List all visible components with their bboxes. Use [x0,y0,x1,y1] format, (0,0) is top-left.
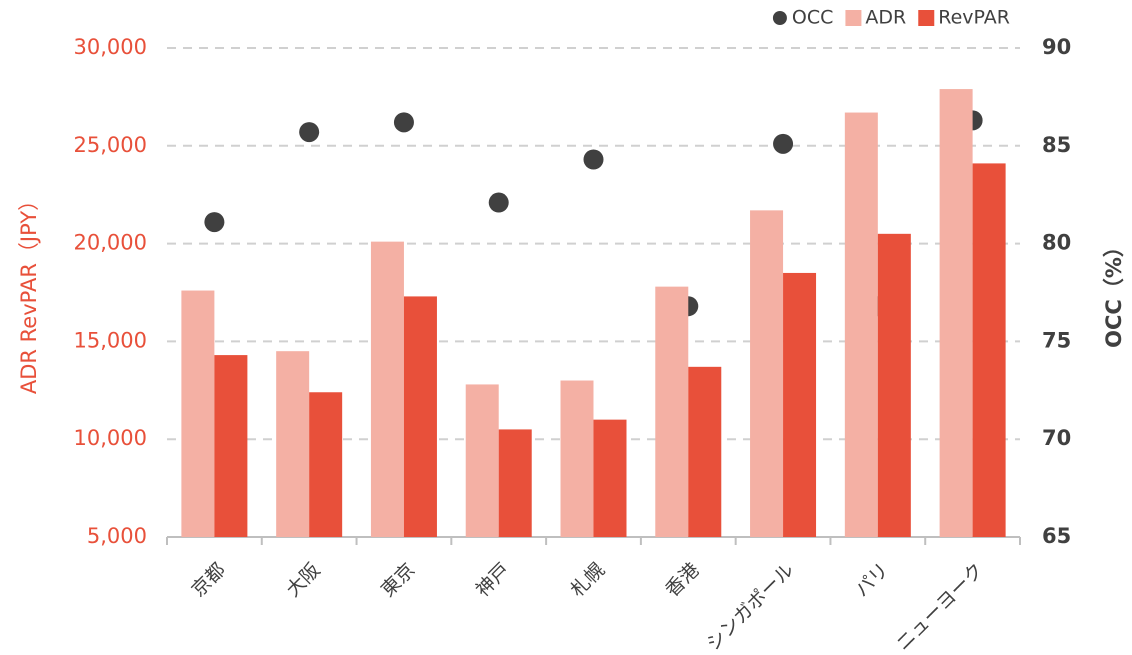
bar [465,384,499,537]
x-tick-label: 京都 [187,559,229,601]
bar [560,380,594,537]
y2-tick-label: 75 [1042,328,1071,352]
legend-marker [772,11,787,25]
x-tick-label: ニューヨーク [892,559,988,655]
y-tick-label: 5,000 [87,524,147,548]
occ-point [773,133,794,154]
y-tick-label: 30,000 [74,35,147,59]
y-tick-label: 20,000 [74,231,147,255]
y2-axis-label: OCC（%） [1102,236,1126,348]
x-tick-label: 大阪 [282,559,324,601]
y-tick-label: 15,000 [74,328,147,352]
y-axis-label: ADR RevPAR（JPY） [17,190,41,394]
bar [783,272,817,537]
bar [593,419,627,537]
y2-tick-label: 65 [1042,524,1071,548]
y2-tick-label: 70 [1042,426,1071,450]
y-tick-label: 25,000 [74,133,147,157]
x-tick-label: 東京 [377,559,419,601]
bar [972,163,1006,538]
x-tick-label: パリ [851,559,893,601]
bar [276,351,310,537]
bar [181,290,215,537]
bar [498,429,532,537]
bar [877,233,911,537]
x-tick-label: 札幌 [566,559,608,601]
legend-marker [918,10,935,26]
y2-tick-label: 80 [1042,231,1071,255]
bar [655,286,689,537]
legend-label: OCC [792,7,834,29]
x-tick-label: 神戸 [472,559,514,601]
y2-tick-label: 90 [1042,35,1071,59]
bar [688,366,722,537]
legend-label: RevPAR [938,7,1010,29]
legend-marker [845,10,862,26]
bar [750,210,784,537]
occ-point [204,212,225,233]
occ-point [393,112,414,133]
x-tick-label: 香港 [661,559,703,601]
occ-point [299,122,320,143]
bar [403,296,437,537]
x-tick-label: シンガポール [702,559,798,655]
y2-tick-label: 85 [1042,133,1071,157]
bar [214,355,248,537]
bar [370,241,404,538]
bar [309,392,343,537]
bar [844,112,878,537]
occ-point [583,149,604,170]
y-tick-label: 10,000 [74,426,147,450]
occ-point [488,192,509,213]
bar [939,89,973,538]
legend-label: ADR [865,7,906,29]
